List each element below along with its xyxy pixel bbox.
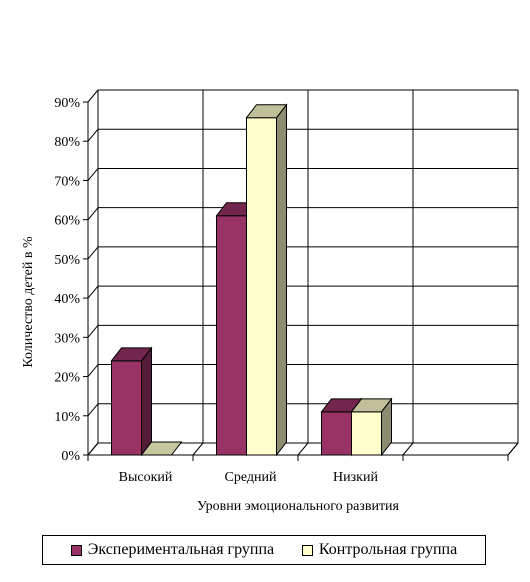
- floor-gridline: [402, 442, 414, 456]
- bar-front: [351, 411, 382, 456]
- side-gridline: [87, 246, 99, 260]
- side-gridline: [87, 128, 99, 142]
- bar-top: [110, 347, 153, 362]
- y-tick-label: 70%: [54, 174, 80, 189]
- legend-swatch-experimental: [70, 544, 82, 556]
- legend-item-control: Контрольная группа: [301, 541, 458, 559]
- y-tick-label: 80%: [54, 135, 80, 150]
- x-tick-label: Высокий: [119, 470, 173, 485]
- legend-item-experimental: Экспериментальная группа: [70, 541, 275, 559]
- y-tick-label: 10%: [54, 410, 80, 425]
- y-tick-label: 60%: [54, 214, 80, 229]
- legend-swatch-control: [301, 544, 313, 556]
- bar-front: [111, 360, 142, 456]
- floor-right-edge: [507, 442, 519, 456]
- y-tick-label: 50%: [54, 253, 80, 268]
- floor-gridline: [297, 442, 309, 456]
- side-gridline: [87, 403, 99, 417]
- legend: Экспериментальная группа Контрольная гру…: [42, 535, 486, 565]
- bar-front: [246, 117, 277, 456]
- side-gridline: [87, 285, 99, 299]
- bar-top: [245, 104, 288, 119]
- bar-side: [141, 346, 152, 457]
- bar-side: [276, 103, 287, 457]
- floor-gridline: [87, 442, 99, 456]
- side-gridline: [87, 325, 99, 338]
- x-tick-label: Средний: [225, 470, 277, 485]
- bar-front: [216, 215, 247, 456]
- y-tick-label: 40%: [54, 292, 80, 307]
- y-tick-label: 0%: [61, 449, 80, 464]
- side-gridline: [87, 364, 99, 377]
- x-axis-title: Уровни эмоционального развития: [197, 499, 400, 514]
- side-gridline: [87, 89, 99, 103]
- bar-top: [350, 398, 393, 413]
- floor-gridline: [192, 442, 204, 456]
- y-axis-title: Количество детей в %: [21, 236, 36, 368]
- side-gridline: [87, 207, 99, 220]
- side-gridline: [87, 168, 99, 181]
- x-tick-label: Низкий: [333, 470, 378, 485]
- legend-label-control: Контрольная группа: [318, 541, 458, 558]
- bar-front: [321, 411, 352, 456]
- legend-label-experimental: Экспериментальная группа: [87, 541, 275, 558]
- y-tick-label: 30%: [54, 331, 80, 346]
- bar-top: [140, 441, 183, 456]
- y-tick-label: 20%: [54, 371, 80, 386]
- y-tick-label: 90%: [54, 96, 80, 111]
